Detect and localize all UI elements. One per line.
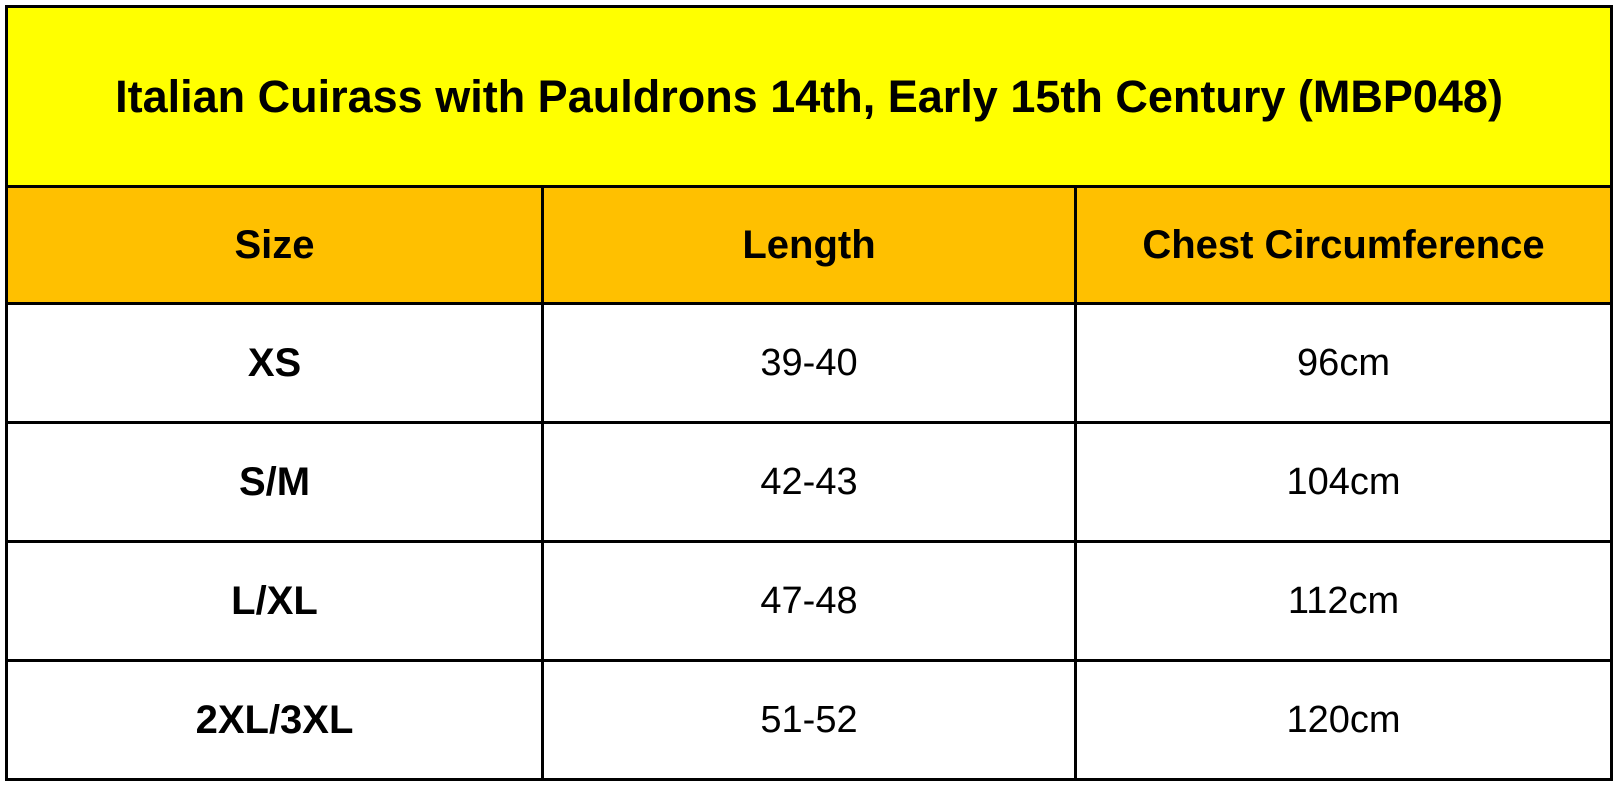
data-cell: 112cm xyxy=(1073,540,1614,662)
data-row: S/M 42-43 104cm xyxy=(5,421,1614,543)
data-cell: S/M xyxy=(5,421,544,543)
data-cell: 42-43 xyxy=(541,421,1077,543)
header-row: Size Length Chest Circumference xyxy=(5,185,1614,305)
title-row: Italian Cuirass with Pauldrons 14th, Ear… xyxy=(4,5,1614,188)
data-cell: 51-52 xyxy=(541,659,1077,781)
data-row: XS 39-40 96cm xyxy=(5,302,1614,424)
header-cell: Size xyxy=(5,185,544,305)
table-title: Italian Cuirass with Pauldrons 14th, Ear… xyxy=(4,5,1614,188)
data-cell: XS xyxy=(5,302,544,424)
data-cell: 39-40 xyxy=(541,302,1077,424)
data-cell: 47-48 xyxy=(541,540,1077,662)
header-cell: Chest Circumference xyxy=(1073,185,1614,305)
size-table: Italian Cuirass with Pauldrons 14th, Ear… xyxy=(4,5,1614,781)
data-cell: L/XL xyxy=(5,540,544,662)
header-cell: Length xyxy=(541,185,1077,305)
data-cell: 2XL/3XL xyxy=(5,659,544,781)
data-row: 2XL/3XL 51-52 120cm xyxy=(5,659,1614,781)
data-cell: 104cm xyxy=(1073,421,1614,543)
data-cell: 96cm xyxy=(1073,302,1614,424)
data-row: L/XL 47-48 112cm xyxy=(5,540,1614,662)
table-body: Italian Cuirass with Pauldrons 14th, Ear… xyxy=(4,5,1614,781)
data-cell: 120cm xyxy=(1073,659,1614,781)
